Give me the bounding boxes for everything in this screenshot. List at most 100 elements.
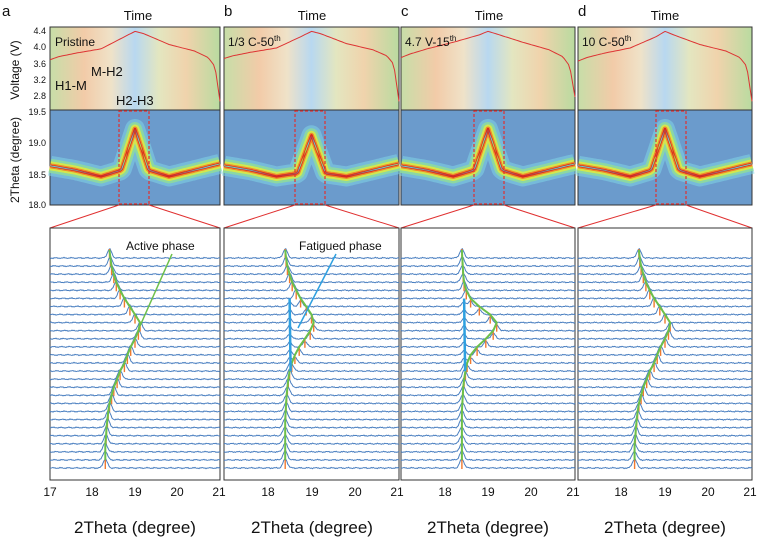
xrd-trace	[223, 385, 400, 397]
xrd-trace	[49, 409, 221, 421]
x-tick: 19	[658, 485, 672, 499]
xrd-trace	[400, 401, 576, 413]
condition-sup: th	[450, 34, 457, 43]
xrd-trace	[49, 442, 221, 454]
xrd-trace	[400, 247, 576, 260]
x-axis-label: 2Theta (degree)	[251, 518, 373, 537]
xrd-trace	[223, 393, 400, 405]
x-tick: 18	[614, 485, 628, 499]
xrd-trace	[223, 401, 400, 413]
xrd-trace	[577, 394, 753, 405]
xrd-trace	[49, 361, 221, 373]
x-tick: 18	[261, 485, 275, 499]
xrd-trace	[223, 247, 400, 260]
xrd-trace	[577, 369, 753, 381]
xrd-trace	[223, 418, 400, 429]
voltage-curve	[49, 30, 221, 102]
xrd-trace	[223, 332, 400, 341]
stack-annotation: Active phase	[126, 239, 195, 253]
xrd-stack	[49, 247, 221, 470]
zoom-line-right	[503, 204, 576, 229]
xrd-trace	[577, 353, 753, 365]
xrd-trace	[223, 256, 400, 268]
panel-letter: c	[401, 3, 409, 20]
xrd-trace	[400, 272, 576, 284]
xrd-trace	[400, 362, 576, 373]
xrd-trace	[401, 434, 575, 446]
xrd-trace	[223, 426, 400, 438]
xrd-trace	[400, 348, 576, 357]
xrd-trace	[49, 353, 221, 365]
xrd-trace	[577, 361, 753, 373]
xrd-trace	[49, 394, 221, 405]
annotation-pointer	[297, 253, 337, 329]
h2h3-dashed-box	[655, 110, 687, 205]
voltage-tick: 2.8	[33, 91, 46, 101]
xrd-trace	[49, 369, 221, 381]
condition-label: 10 C-50th	[582, 34, 631, 49]
voltage-tick: 4.4	[33, 26, 46, 36]
xrd-trace	[400, 450, 575, 462]
xrd-trace	[223, 458, 400, 470]
xrd-stack	[577, 247, 753, 470]
condition-main: 10 C-50	[582, 35, 625, 49]
xrd-trace	[401, 279, 576, 292]
xrd-trace	[49, 458, 221, 470]
xrd-trace	[400, 357, 576, 365]
xrd-trace	[400, 316, 576, 324]
fatigued-phase-line	[462, 298, 467, 372]
xrd-stack	[400, 247, 576, 470]
fatigued-phase-line	[288, 298, 292, 372]
voltage-curve	[223, 30, 400, 102]
xrd-trace	[577, 442, 753, 454]
time-label: Time	[124, 8, 152, 23]
xrd-trace	[400, 264, 576, 276]
xrd-trace	[223, 450, 399, 462]
active-phase-line	[284, 249, 315, 460]
active-phase-line	[460, 249, 498, 460]
xrd-trace	[577, 256, 753, 268]
phase-label-h1m: H1-M	[55, 78, 87, 93]
xrd-trace	[577, 401, 753, 413]
time-label: Time	[475, 8, 503, 23]
xrd-trace	[400, 377, 576, 389]
xrd-trace	[400, 426, 576, 438]
xrd-trace	[578, 281, 753, 292]
heatmap-band	[223, 133, 400, 178]
xrd-trace	[49, 264, 221, 276]
xrd-trace	[223, 442, 400, 454]
xrd-trace	[50, 281, 221, 292]
voltage-panel-bg	[49, 26, 221, 111]
xrd-trace	[50, 434, 220, 446]
x-tick: 21	[743, 485, 757, 499]
xrd-trace	[400, 289, 576, 300]
stack-panel-frame	[223, 227, 400, 481]
voltage-panel-bg	[223, 26, 400, 111]
heatmap-band	[577, 127, 753, 178]
xrd-trace	[223, 368, 400, 381]
xrd-trace	[400, 256, 576, 268]
x-tick: 19	[128, 485, 142, 499]
x-tick: 20	[701, 485, 715, 499]
xrd-trace	[577, 272, 753, 284]
xrd-trace	[223, 361, 400, 373]
x-tick: 19	[481, 485, 495, 499]
2theta-axis-label: 2Theta (degree)	[8, 117, 22, 203]
panel-c: c Time 4.7 V-15th 18 19 20 21 2Theta (de…	[392, 3, 584, 537]
2theta-tick: 19.5	[28, 107, 46, 117]
xrd-trace	[577, 409, 753, 421]
xrd-trace	[577, 321, 753, 333]
x-tick: 21	[566, 485, 580, 499]
xrd-trace	[578, 434, 752, 446]
voltage-panel-bg	[577, 26, 753, 111]
xrd-trace	[223, 272, 400, 284]
xrd-trace	[400, 324, 576, 333]
xrd-trace	[224, 281, 400, 292]
xrd-trace	[223, 357, 400, 365]
xrd-trace	[223, 264, 400, 276]
x-tick: 18	[438, 485, 452, 499]
xrd-trace	[577, 247, 753, 260]
x-tick: 21	[212, 485, 226, 499]
phase-label-mh2: M-H2	[91, 64, 123, 79]
stack-annotation: Fatigued phase	[299, 239, 382, 253]
